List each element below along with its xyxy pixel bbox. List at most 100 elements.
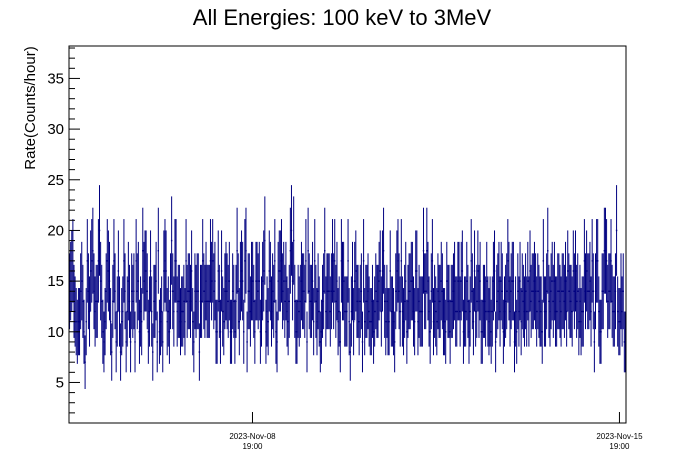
data-point (288, 264, 290, 338)
point-marker (250, 280, 253, 282)
data-point (341, 241, 344, 321)
data-point (77, 288, 80, 356)
point-marker (192, 320, 194, 323)
data-point (367, 253, 369, 330)
point-marker (218, 300, 221, 303)
y-tick-label: 20 (47, 222, 64, 239)
data-point (541, 299, 543, 364)
point-marker (94, 310, 96, 313)
data-point (594, 253, 597, 330)
data-point (206, 264, 208, 338)
point-marker (442, 320, 445, 323)
point-marker (95, 300, 97, 303)
point-marker (467, 300, 469, 303)
point-marker (365, 300, 367, 303)
data-point (420, 276, 422, 347)
point-marker (115, 341, 117, 343)
data-point (74, 276, 76, 347)
data-point (524, 253, 527, 330)
point-marker (602, 290, 604, 292)
point-marker (273, 300, 275, 303)
data-point (616, 276, 619, 347)
data-point (457, 241, 459, 321)
point-marker (389, 270, 391, 272)
point-marker (265, 331, 267, 333)
data-point (533, 241, 536, 321)
point-marker (177, 300, 179, 303)
point-marker (429, 331, 431, 333)
data-point (440, 241, 442, 321)
point-marker (283, 280, 285, 282)
point-marker (539, 310, 541, 313)
data-point (398, 253, 400, 330)
point-marker (263, 270, 265, 272)
point-marker (504, 300, 507, 303)
data-point (527, 241, 529, 321)
point-marker (298, 310, 300, 313)
point-marker (614, 290, 617, 292)
point-marker (202, 260, 204, 262)
plot-frame (68, 45, 627, 424)
point-marker (112, 300, 114, 303)
point-marker (447, 300, 449, 303)
data-point (168, 299, 171, 364)
point-marker (259, 331, 262, 333)
data-point (461, 230, 464, 312)
data-point (279, 230, 282, 312)
point-marker (89, 270, 92, 272)
data-point (344, 276, 346, 347)
data-point (549, 276, 551, 347)
point-marker (430, 290, 432, 292)
point-marker (363, 320, 366, 323)
data-point (218, 264, 221, 338)
point-marker (287, 320, 289, 323)
data-point (145, 230, 147, 312)
data-point (614, 253, 617, 330)
point-marker (611, 300, 613, 303)
point-marker (488, 320, 490, 323)
data-point (601, 253, 603, 330)
data-point (270, 276, 273, 347)
point-marker (220, 270, 223, 272)
point-marker (506, 290, 508, 292)
point-marker (420, 310, 422, 313)
data-point (138, 299, 141, 364)
data-point (523, 276, 526, 347)
data-point (121, 288, 123, 356)
data-point (225, 241, 227, 321)
point-marker (563, 300, 566, 303)
point-marker (459, 310, 461, 313)
data-point (308, 253, 310, 330)
point-marker (288, 300, 290, 303)
point-marker (188, 290, 191, 292)
data-point (516, 299, 518, 364)
point-marker (551, 280, 553, 282)
data-point (238, 288, 241, 356)
data-point (513, 311, 516, 373)
point-marker (579, 300, 581, 303)
point-marker (622, 290, 624, 292)
point-marker (570, 300, 572, 303)
point-marker (487, 310, 489, 313)
point-marker (169, 290, 172, 292)
data-point (568, 253, 570, 330)
point-marker (125, 341, 127, 343)
point-marker (452, 290, 455, 292)
point-marker (590, 310, 592, 313)
point-marker (244, 260, 246, 262)
point-marker (543, 310, 546, 313)
data-series (68, 185, 627, 390)
data-point (183, 264, 185, 338)
point-marker (592, 290, 594, 292)
data-point (392, 288, 395, 356)
point-marker (75, 320, 77, 323)
axes: 51015202530352023-Nov-0819:002023-Nov-15… (47, 47, 643, 451)
data-point (170, 196, 173, 285)
point-marker (269, 280, 272, 282)
point-marker (116, 310, 118, 313)
point-marker (561, 290, 563, 292)
data-point (306, 311, 308, 373)
point-marker (428, 310, 430, 313)
point-marker (297, 300, 299, 303)
data-point (491, 276, 493, 347)
